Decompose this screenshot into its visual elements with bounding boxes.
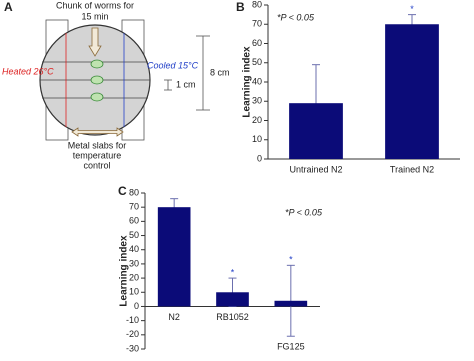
x-tick-label: N2 [168,312,180,322]
y-tick-label: 0 [257,153,262,163]
worm [90,59,104,69]
worm [90,92,104,102]
y-axis-label: Learning index [119,235,130,307]
panel-label: C [118,184,127,198]
significance-marker: * [231,267,235,277]
y-tick-label: 20 [129,272,139,282]
y-tick-label: 70 [252,19,262,29]
y-tick-label: 80 [252,0,262,9]
bar [216,292,249,307]
y-tick-label: 20 [252,115,262,125]
y-tick-label: 40 [129,244,139,254]
diagram-label: Heated 26°C [2,66,54,76]
y-tick-label: 50 [252,57,262,67]
diagram-label: 15 min [81,11,108,21]
x-tick-label: Trained N2 [390,164,434,174]
diagram-label: 1 cm [176,79,196,89]
arrow [88,27,102,57]
y-axis-label: Learning index [242,46,253,118]
y-tick-label: 10 [129,287,139,297]
y-tick-label: -10 [126,315,139,325]
diagram-label: Chunk of worms for [56,0,134,10]
diagram-label: control [83,160,110,170]
x-tick-label: RB1052 [216,312,249,322]
bar [157,207,191,307]
y-tick-label: 70 [129,202,139,212]
y-tick-label: -20 [126,329,139,339]
significance-marker: * [410,4,414,14]
arrow [71,127,124,137]
y-tick-label: 60 [252,38,262,48]
y-tick-label: 50 [129,230,139,240]
y-tick-label: 40 [252,76,262,86]
y-tick-label: 10 [252,134,262,144]
bar [385,24,439,159]
y-tick-label: 0 [134,301,139,311]
diagram-label: Metal slabs for [68,140,127,150]
y-tick-label: 30 [129,258,139,268]
annotation: *P < 0.05 [285,207,323,217]
significance-marker: * [289,255,293,265]
x-tick-label: Untrained N2 [289,164,342,174]
y-tick-label: -30 [126,343,139,353]
diagram-label: temperature [73,150,122,160]
x-tick-label: FG125 [277,342,305,352]
panel-label: B [236,0,245,14]
diagram-label: 8 cm [210,67,230,77]
y-tick-label: 60 [129,216,139,226]
bar [289,103,343,159]
bar [274,300,308,307]
diagram-label: Cooled 15°C [147,60,199,70]
y-tick-label: 80 [129,187,139,197]
worm [90,75,104,85]
y-tick-label: 30 [252,96,262,106]
panel-label: A [4,0,13,14]
annotation: *P < 0.05 [277,12,315,22]
diagram [39,19,210,141]
